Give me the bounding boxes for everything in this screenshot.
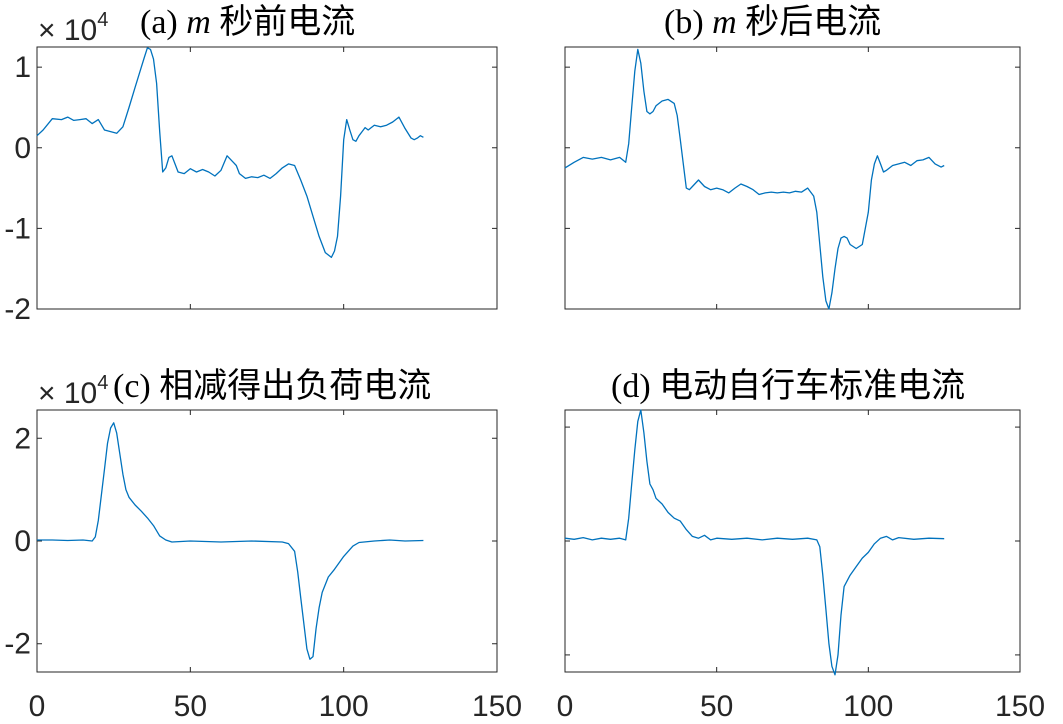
- axes-frame: [36, 46, 498, 310]
- x-tick-label: 150: [995, 690, 1045, 723]
- axes-frame: [564, 409, 1021, 673]
- series-line: [564, 409, 945, 676]
- y-exponent-label: × 104: [38, 9, 108, 47]
- y-tick-label: -1: [4, 212, 31, 245]
- chart-panel-1: 1 0 -1 -2 × 104 (a) m 秒前电流: [4, 3, 498, 326]
- x-tick-label: 100: [319, 690, 369, 723]
- chart-panel-2: (b) m 秒后电流: [564, 3, 1021, 310]
- panel-title: (c) 相减得出负荷电流: [113, 367, 431, 405]
- x-tick-label: 100: [843, 690, 893, 723]
- y-tick-label: 0: [14, 132, 31, 165]
- chart-panel-4: 0 50 100 150 (d) 电动自行车标准电流: [557, 367, 1045, 723]
- series-line: [36, 47, 424, 259]
- x-tick-label: 0: [557, 690, 574, 723]
- x-tick-label: 0: [29, 690, 46, 723]
- series-line: [37, 422, 424, 660]
- x-tick-label: 50: [700, 690, 733, 723]
- y-tick-label: -2: [4, 293, 31, 326]
- y-exponent-label: × 104: [38, 372, 108, 410]
- axes-frame: [564, 46, 1021, 310]
- chart-panel-3: 2 0 -2 0 50 100 150 × 104 (c) 相减得出负荷电流: [4, 367, 522, 723]
- y-tick-label: 1: [14, 51, 31, 84]
- x-tick-label: 50: [174, 690, 207, 723]
- y-tick-label: 2: [14, 422, 31, 455]
- y-tick-label: -2: [4, 628, 31, 661]
- series-line: [564, 48, 945, 310]
- x-tick-label: 150: [472, 690, 522, 723]
- panel-title: (d) 电动自行车标准电流: [611, 367, 965, 405]
- panel-title: (b) m 秒后电流: [664, 3, 881, 41]
- panel-title: (a) m 秒前电流: [140, 3, 355, 41]
- y-tick-label: 0: [14, 525, 31, 558]
